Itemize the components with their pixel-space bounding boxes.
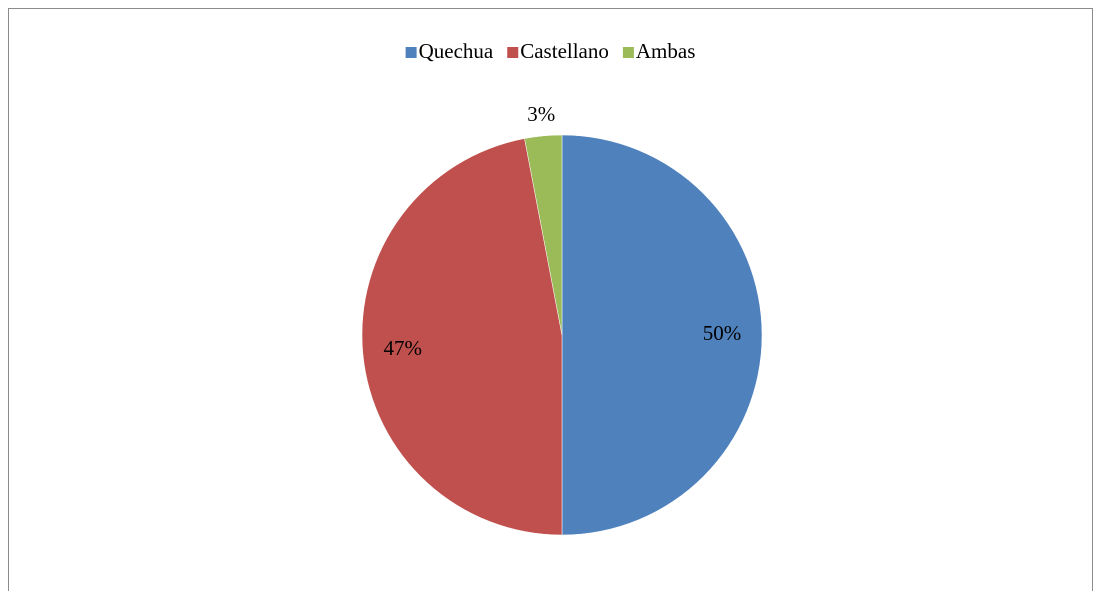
pie-slice [361, 138, 563, 536]
chart-frame [8, 8, 1093, 591]
legend-swatch [622, 47, 634, 58]
data-label: 50% [703, 321, 742, 345]
data-label: 47% [383, 336, 422, 360]
legend-label: Castellano [520, 39, 609, 63]
pie-slice [561, 134, 763, 536]
legend-label: Ambas [636, 39, 696, 63]
legend-label: Quechua [419, 39, 494, 63]
legend-swatch [507, 47, 519, 58]
data-label: 3% [527, 102, 555, 126]
legend-swatch [405, 47, 417, 58]
pie-slice [524, 134, 563, 336]
